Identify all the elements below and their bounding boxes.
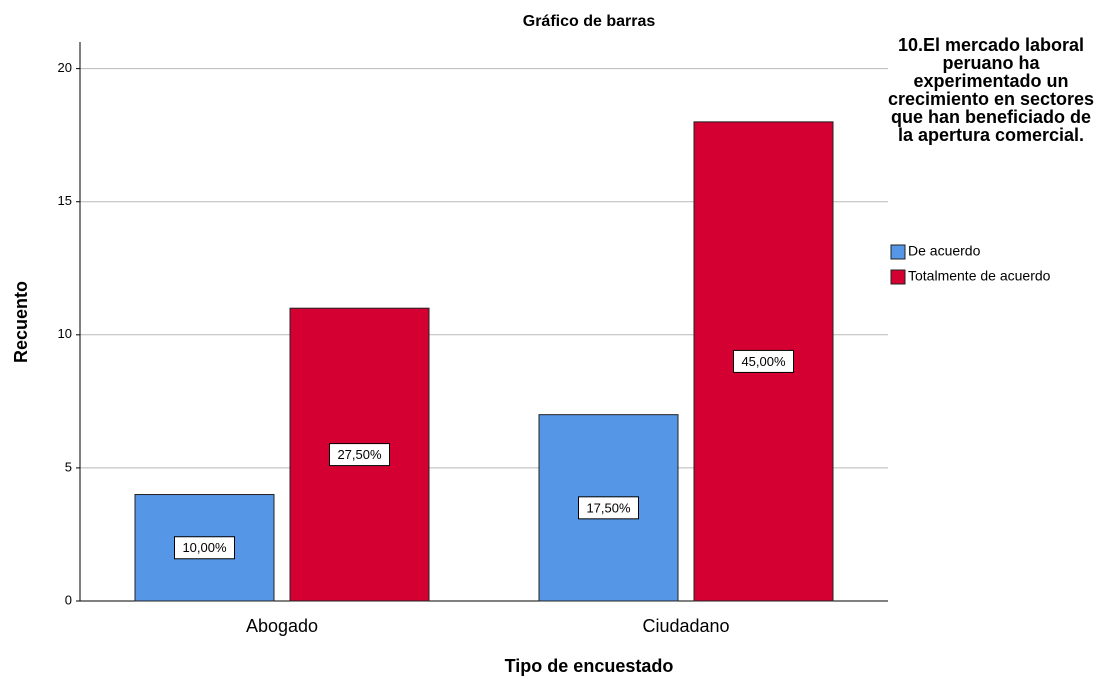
x-tick-label: Abogado [246,616,318,636]
data-label: 17,50% [586,500,631,515]
data-label: 10,00% [182,540,227,555]
y-tick-label: 20 [58,60,72,75]
x-tick-label: Ciudadano [642,616,729,636]
data-label-box [578,496,639,520]
y-tick-label: 15 [58,193,72,208]
data-label-box [174,536,235,560]
y-tick-label: 5 [65,459,72,474]
data-label-box [733,349,794,373]
legend-label: De acuerdo [908,243,981,259]
data-label: 45,00% [741,354,786,369]
data-label: 27,50% [337,447,382,462]
legend-label: Totalmente de acuerdo [908,268,1051,284]
chart-title: Gráfico de barras [523,13,656,30]
y-tick-label: 0 [65,592,72,607]
legend-title: 10.El mercado laboral peruano ha experim… [887,35,1095,145]
y-axis-title: Recuento [11,281,31,363]
data-label-box [329,443,390,467]
y-tick-label: 10 [58,326,72,341]
x-axis-title: Tipo de encuestado [505,656,674,676]
legend-swatch [890,244,906,260]
legend-swatch [890,269,906,285]
